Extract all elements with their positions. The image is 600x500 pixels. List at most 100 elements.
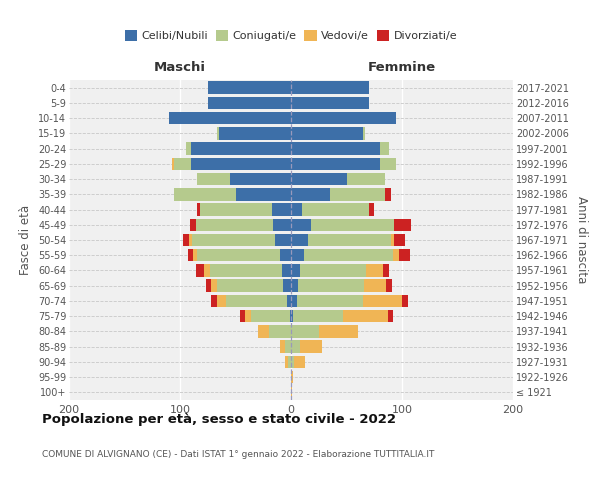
Bar [343,310,388,322]
Bar [245,310,251,322]
Bar [197,249,280,262]
Bar [275,234,291,246]
Bar [280,340,286,353]
Text: Maschi: Maschi [154,60,206,74]
Bar [172,158,175,170]
Bar [287,356,291,368]
Bar [291,356,295,368]
Bar [291,340,300,353]
Bar [291,173,347,186]
Bar [192,234,275,246]
Bar [383,264,389,276]
Bar [296,294,363,307]
Bar [184,234,189,246]
Bar [380,158,397,170]
Bar [298,280,364,292]
Text: Femmine: Femmine [368,60,436,74]
Bar [300,340,322,353]
Bar [251,310,290,322]
Bar [258,325,269,338]
Bar [291,127,363,140]
Bar [291,371,293,384]
Bar [293,310,343,322]
Bar [211,294,217,307]
Bar [291,218,311,231]
Bar [363,294,402,307]
Bar [291,234,308,246]
Bar [393,249,398,262]
Legend: Celibi/Nubili, Coniugati/e, Vedovi/e, Divorziati/e: Celibi/Nubili, Coniugati/e, Vedovi/e, Di… [123,28,459,44]
Bar [200,204,272,216]
Bar [175,158,191,170]
Bar [398,249,410,262]
Bar [291,294,296,307]
Bar [304,249,393,262]
Bar [191,142,291,155]
Bar [291,386,292,398]
Bar [273,218,291,231]
Bar [295,356,305,368]
Bar [300,264,367,276]
Bar [197,204,200,216]
Bar [217,127,219,140]
Bar [394,218,411,231]
Bar [311,218,394,231]
Bar [291,280,298,292]
Bar [235,188,291,200]
Bar [319,325,358,338]
Bar [205,264,210,276]
Bar [197,173,230,186]
Bar [291,188,330,200]
Bar [217,294,226,307]
Bar [367,264,383,276]
Bar [347,173,385,186]
Bar [185,142,191,155]
Bar [191,158,291,170]
Bar [391,234,394,246]
Text: COMUNE DI ALVIGNANO (CE) - Dati ISTAT 1° gennaio 2022 - Elaborazione TUTTITALIA.: COMUNE DI ALVIGNANO (CE) - Dati ISTAT 1°… [42,450,434,459]
Bar [208,82,291,94]
Bar [175,188,235,200]
Bar [206,280,211,292]
Bar [208,96,291,109]
Bar [291,158,380,170]
Bar [196,218,273,231]
Bar [380,142,389,155]
Bar [269,325,291,338]
Bar [291,325,319,338]
Bar [291,142,380,155]
Bar [286,340,291,353]
Bar [302,204,369,216]
Text: Popolazione per età, sesso e stato civile - 2022: Popolazione per età, sesso e stato civil… [42,412,396,426]
Bar [330,188,385,200]
Bar [189,234,192,246]
Bar [272,204,291,216]
Bar [388,310,393,322]
Bar [210,264,282,276]
Bar [308,234,391,246]
Bar [219,127,291,140]
Bar [290,310,291,322]
Bar [193,249,197,262]
Bar [230,173,291,186]
Y-axis label: Anni di nascita: Anni di nascita [575,196,588,284]
Bar [283,280,291,292]
Bar [286,356,287,368]
Bar [385,188,391,200]
Bar [291,264,300,276]
Bar [291,310,293,322]
Bar [291,112,397,124]
Bar [394,234,406,246]
Bar [368,204,374,216]
Bar [291,82,368,94]
Bar [291,96,368,109]
Bar [188,249,193,262]
Bar [363,127,365,140]
Bar [291,204,302,216]
Bar [226,294,287,307]
Bar [280,249,291,262]
Bar [386,280,392,292]
Bar [282,264,291,276]
Bar [364,280,386,292]
Y-axis label: Fasce di età: Fasce di età [19,205,32,275]
